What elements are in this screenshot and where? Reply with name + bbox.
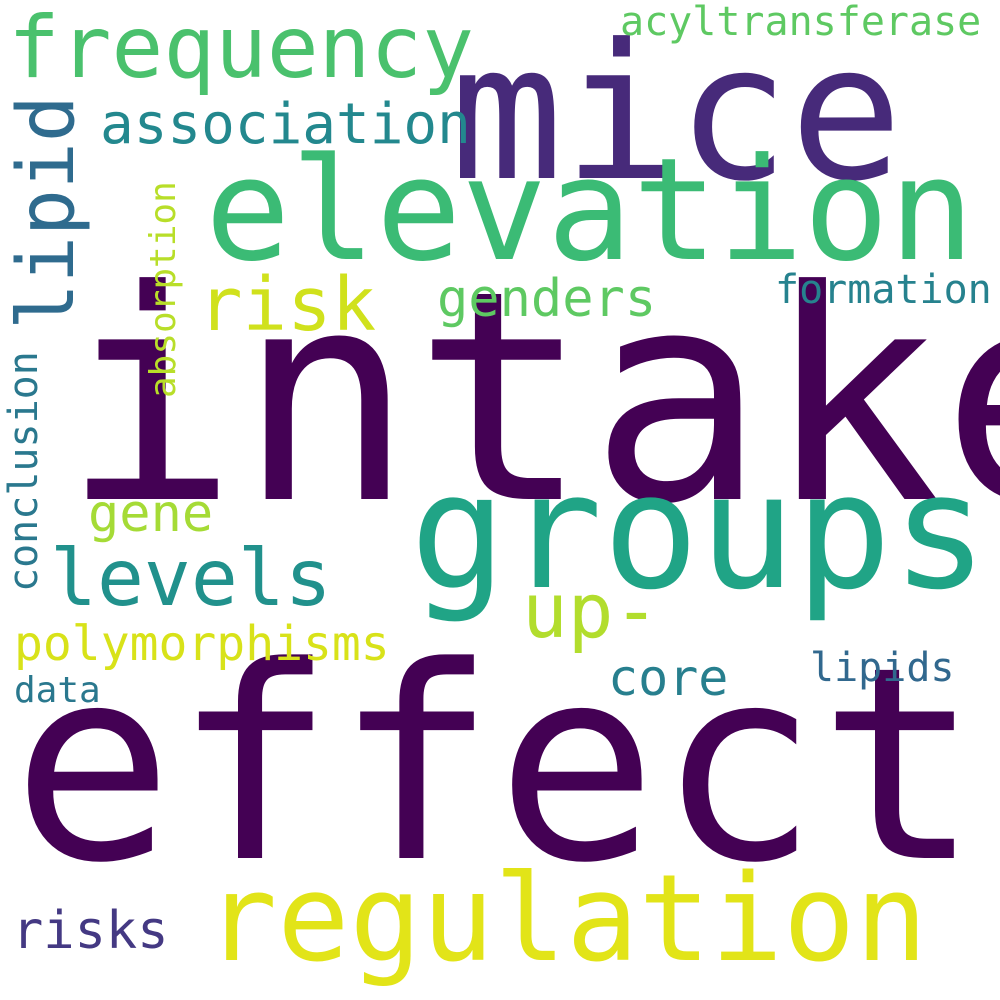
word-risk: risk — [198, 262, 377, 348]
word-risks: risks — [12, 901, 169, 961]
word-frequency: frequency — [8, 0, 474, 98]
word-elevation: elevation — [205, 128, 975, 293]
word-acyltransferase: acyltransferase — [620, 0, 982, 45]
word-formation: formation — [775, 267, 992, 313]
word-mice: mice — [450, 4, 903, 223]
word-polymorphisms: polymorphisms — [14, 616, 390, 672]
word-genders: genders — [437, 269, 657, 329]
word-lipid: lipid — [2, 95, 92, 330]
word-absorption: absorption — [143, 181, 184, 398]
word-effects: effects — [12, 610, 1000, 922]
word-core: core — [608, 649, 729, 707]
word-regulation: regulation — [205, 850, 928, 989]
word-groups: groups — [410, 438, 988, 625]
word-gene: gene — [88, 484, 214, 544]
word-up: up- — [522, 566, 660, 655]
word-association: association — [100, 92, 471, 157]
word-data: data — [14, 670, 101, 711]
word-conclusion: conclusion — [1, 351, 47, 592]
word-levels: levels — [50, 534, 332, 624]
word-lipids: lipids — [810, 645, 955, 691]
